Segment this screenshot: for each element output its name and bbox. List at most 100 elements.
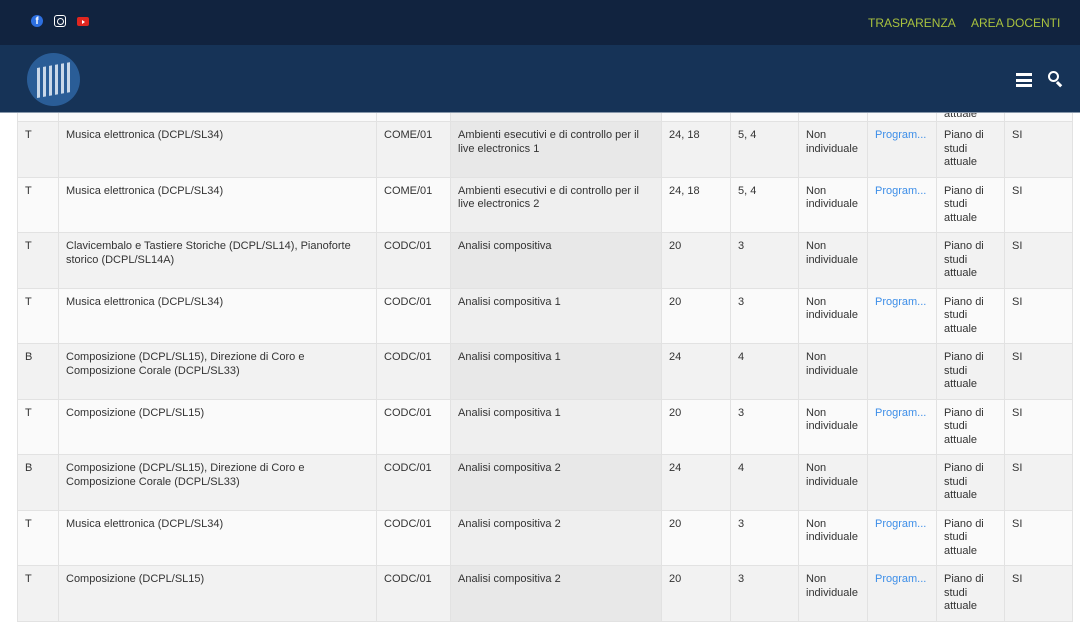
cell-tipo: T [17, 176, 59, 233]
cell-programma [867, 343, 937, 400]
cell-programma: Program... [867, 398, 937, 455]
programma-link[interactable]: Program... [875, 573, 927, 585]
cell-programma: Program... [867, 176, 937, 233]
menu-icon[interactable] [1016, 73, 1032, 87]
cell-ore: 20 [661, 232, 731, 289]
cell-corso: Musica elettronica (DCPL/SL34) [58, 287, 377, 344]
table-row: T Composizione (DCPL/SL15) CODC/01 Analisi … [17, 398, 1073, 455]
programma-link[interactable]: Program... [875, 295, 927, 308]
cell-tipo: B [17, 343, 59, 400]
cell-attivo: SI [1004, 287, 1073, 344]
cell-insegnamento: Ambienti esecutivi e di controllo per il… [450, 176, 662, 233]
cell-corso: Composizione (DCPL/SL15), Direzione di C… [58, 454, 377, 511]
cell-tipologia: Non individuale [798, 121, 868, 178]
cell-insegnamento: Analisi compositiva 2 [450, 565, 662, 622]
cell-cfa: 3 [730, 398, 799, 455]
cell-corso: Musica elettronica (DCPL/SL34) [58, 176, 377, 233]
cell-piano: Piano di studi attuale [936, 121, 1005, 178]
cell-attivo: SI [1004, 343, 1073, 400]
table-row: T Musica elettronica (DCPL/SL34) COME/01 Am… [17, 176, 1073, 233]
area-docenti-link[interactable]: AREA DOCENTI [971, 16, 1061, 30]
table-row: T Musica elettronica (DCPL/SL34) COME/01 Am… [17, 121, 1073, 178]
table-row: B Composizione (DCPL/SL15), Direzione di … [17, 343, 1073, 400]
cell-piano: Piano di studi attuale [936, 232, 1005, 289]
cell-ore: 20 [661, 398, 731, 455]
cell-corso: Composizione (DCPL/SL15), Direzione di C… [58, 343, 377, 400]
cell-ore: 24, 18 [661, 121, 731, 178]
instagram-icon[interactable] [54, 15, 66, 27]
cell-programma: Program... [867, 287, 937, 344]
cell-programma [867, 232, 937, 289]
cell-tipologia: Non individuale [798, 454, 868, 511]
cell-programma [867, 454, 937, 511]
cell-piano: Piano di studi attuale [936, 176, 1005, 233]
cell-corso: Musica elettronica (DCPL/SL34) [58, 121, 377, 178]
table-row: T Musica elettronica (DCPL/SL34) CODC/01 An… [17, 287, 1073, 344]
cell-cfa: 3 [730, 287, 799, 344]
cell-attivo: SI [1004, 121, 1073, 178]
cell-settore: CODC/01 [376, 565, 451, 622]
programma-link[interactable]: Program... [875, 129, 927, 141]
cell-ore: 20 [661, 287, 731, 344]
cell-insegnamento: Analisi compositiva 2 [450, 454, 662, 511]
cell-attivo: SI [1004, 565, 1073, 622]
youtube-icon[interactable] [77, 17, 89, 26]
cell-insegnamento: Analisi compositiva [450, 232, 662, 289]
cell-piano: Piano di studi attuale [936, 565, 1005, 622]
programma-link[interactable]: Program... [875, 184, 927, 197]
cell-cfa: 3 [730, 232, 799, 289]
cell-piano: Piano di studi attuale [936, 343, 1005, 400]
programma-link[interactable]: Program... [875, 517, 927, 530]
cell-settore: CODC/01 [376, 232, 451, 289]
cell-piano: Piano di studi attuale [936, 287, 1005, 344]
cell-tipo: T [17, 121, 59, 178]
cell-insegnamento: Analisi compositiva 1 [450, 343, 662, 400]
cell-attivo: SI [1004, 232, 1073, 289]
cell-tipo: T [17, 287, 59, 344]
cell-tipologia: Non individuale [798, 287, 868, 344]
cell-corso: Composizione (DCPL/SL15) [58, 565, 377, 622]
cell-tipologia: Non individuale [798, 565, 868, 622]
cell-tipologia: Non individuale [798, 232, 868, 289]
cell-tipologia: Non individuale [798, 176, 868, 233]
top-bar: f TRASPARENZA AREA DOCENTI [0, 0, 1080, 45]
cell-cfa: 5, 4 [730, 176, 799, 233]
cell-piano: Piano di studi attuale [936, 398, 1005, 455]
cell-ore: 24, 18 [661, 176, 731, 233]
cell-corso: Composizione (DCPL/SL15) [58, 398, 377, 455]
cell-tipologia: Non individuale [798, 343, 868, 400]
cell-tipo: T [17, 565, 59, 622]
cell-settore: COME/01 [376, 176, 451, 233]
cell-ore: 24 [661, 343, 731, 400]
cell-ore: 20 [661, 565, 731, 622]
cell-attivo: SI [1004, 176, 1073, 233]
cell-cfa: 3 [730, 565, 799, 622]
cell-programma: Program... [867, 565, 937, 622]
cell-tipologia: Non individuale [798, 398, 868, 455]
cell-cfa: 4 [730, 343, 799, 400]
programma-link[interactable]: Program... [875, 406, 927, 419]
facebook-icon[interactable]: f [31, 15, 43, 27]
courses-table: attuale T Musica elettronica (DCPL/SL34) CO… [17, 75, 1073, 622]
cell-cfa: 5, 4 [730, 121, 799, 178]
cell-settore: CODC/01 [376, 343, 451, 400]
cell-settore: CODC/01 [376, 287, 451, 344]
logo[interactable] [27, 53, 80, 106]
cell-insegnamento: Ambienti esecutivi e di controllo per il… [450, 121, 662, 178]
site-header [0, 45, 1080, 113]
cell-tipo: T [17, 398, 59, 455]
cell-corso: Clavicembalo e Tastiere Storiche (DCPL/S… [58, 232, 377, 289]
search-icon[interactable] [1048, 71, 1059, 82]
cell-programma: Program... [867, 121, 937, 178]
cell-cfa: 4 [730, 454, 799, 511]
cell-ore: 24 [661, 454, 731, 511]
cell-settore: CODC/01 [376, 454, 451, 511]
table-row: B Composizione (DCPL/SL15), Direzione di … [17, 454, 1073, 511]
cell-tipo: T [17, 232, 59, 289]
cell-piano: Piano di studi attuale [936, 454, 1005, 511]
trasparenza-link[interactable]: TRASPARENZA [868, 16, 956, 30]
cell-tipo: B [17, 454, 59, 511]
table-row: T Composizione (DCPL/SL15) CODC/01 Analisi … [17, 565, 1073, 622]
cell-settore: CODC/01 [376, 398, 451, 455]
cell-insegnamento: Analisi compositiva 1 [450, 287, 662, 344]
